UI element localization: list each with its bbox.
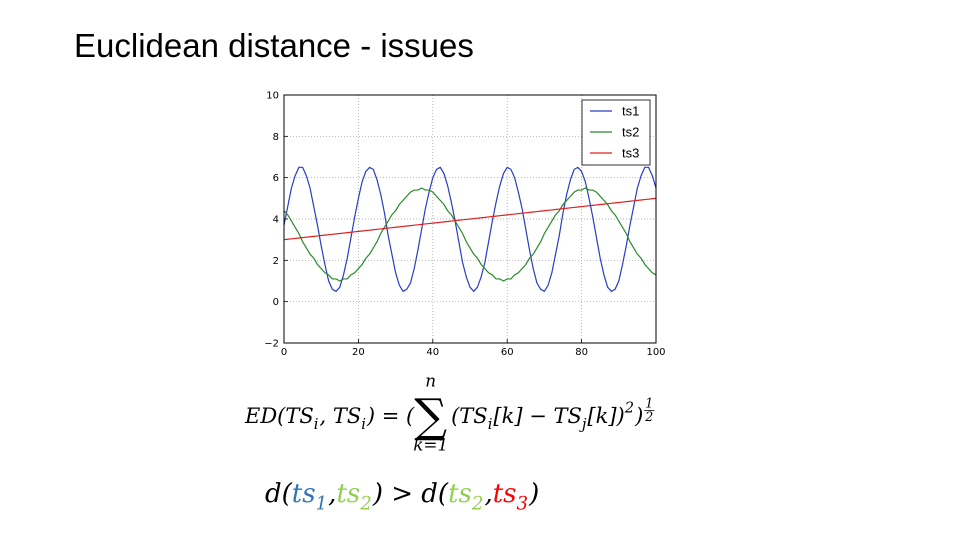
formula-token: [k]) xyxy=(587,404,624,428)
formula-token: 2 xyxy=(471,493,484,514)
formula-token: k=1 xyxy=(413,434,448,454)
formula: d(ts 1, ts 2) > d(ts 2, ts 3) xyxy=(265,479,539,514)
series-line xyxy=(283,166,657,293)
formula-token: j xyxy=(579,416,587,433)
axes-frame xyxy=(283,94,657,344)
y-tick-label: 0 xyxy=(273,297,279,308)
y-tick-label: 10 xyxy=(266,91,279,102)
formula-token: , TS xyxy=(319,404,361,428)
formula-token: ts xyxy=(493,479,517,509)
y-tick-label: 2 xyxy=(273,256,279,267)
x-tick-label: 100 xyxy=(646,347,665,358)
slide-title: Euclidean distance - issues xyxy=(74,27,474,64)
formula-token: 2 xyxy=(624,400,634,417)
formula-token: , xyxy=(484,479,492,509)
formula-token: , xyxy=(328,479,336,509)
formula-token: ts xyxy=(292,479,316,509)
formula: ED(TS i, TS i) = (∑nk=1(TS i [k] − TS j [k]) 2)… xyxy=(244,370,655,454)
y-tick-label: 8 xyxy=(273,132,279,143)
formula-token: ts xyxy=(448,479,472,509)
series-line xyxy=(283,187,657,282)
formula-token: (TS xyxy=(451,404,488,428)
legend-label: ts3 xyxy=(622,146,639,161)
series-line xyxy=(283,197,657,241)
formula-token: ED(TS xyxy=(244,404,314,428)
formula-token: 1 xyxy=(645,395,653,410)
formula-token: i xyxy=(361,416,366,433)
formula-token: 2 xyxy=(644,409,653,424)
x-tick-label: 0 xyxy=(281,347,287,358)
legend-label: ts2 xyxy=(622,125,639,140)
legend-label: ts1 xyxy=(622,104,639,119)
y-tick-label: −2 xyxy=(264,339,279,350)
formula-token: [k] − TS xyxy=(493,404,581,428)
formula-token: i xyxy=(314,416,319,433)
formula-token: 2 xyxy=(359,493,372,514)
formula-token: ) = ( xyxy=(366,404,415,428)
formula-token: n xyxy=(425,370,436,390)
formula-token: ) > d( xyxy=(372,479,449,509)
formula-token: ∑ xyxy=(414,388,447,442)
x-tick-label: 20 xyxy=(352,347,365,358)
formula-token: ) xyxy=(634,404,643,428)
formula-token: ) xyxy=(528,479,539,509)
y-tick-label: 6 xyxy=(273,173,279,184)
formula-token: 1 xyxy=(316,493,328,514)
formula-token: ts xyxy=(336,479,360,509)
formula-token: 3 xyxy=(517,493,529,514)
x-tick-label: 60 xyxy=(501,347,514,358)
y-tick-label: 4 xyxy=(273,215,279,226)
formula-token: d( xyxy=(265,479,293,509)
x-tick-label: 80 xyxy=(575,347,588,358)
formula-token: i xyxy=(488,416,493,433)
x-tick-label: 40 xyxy=(426,347,439,358)
